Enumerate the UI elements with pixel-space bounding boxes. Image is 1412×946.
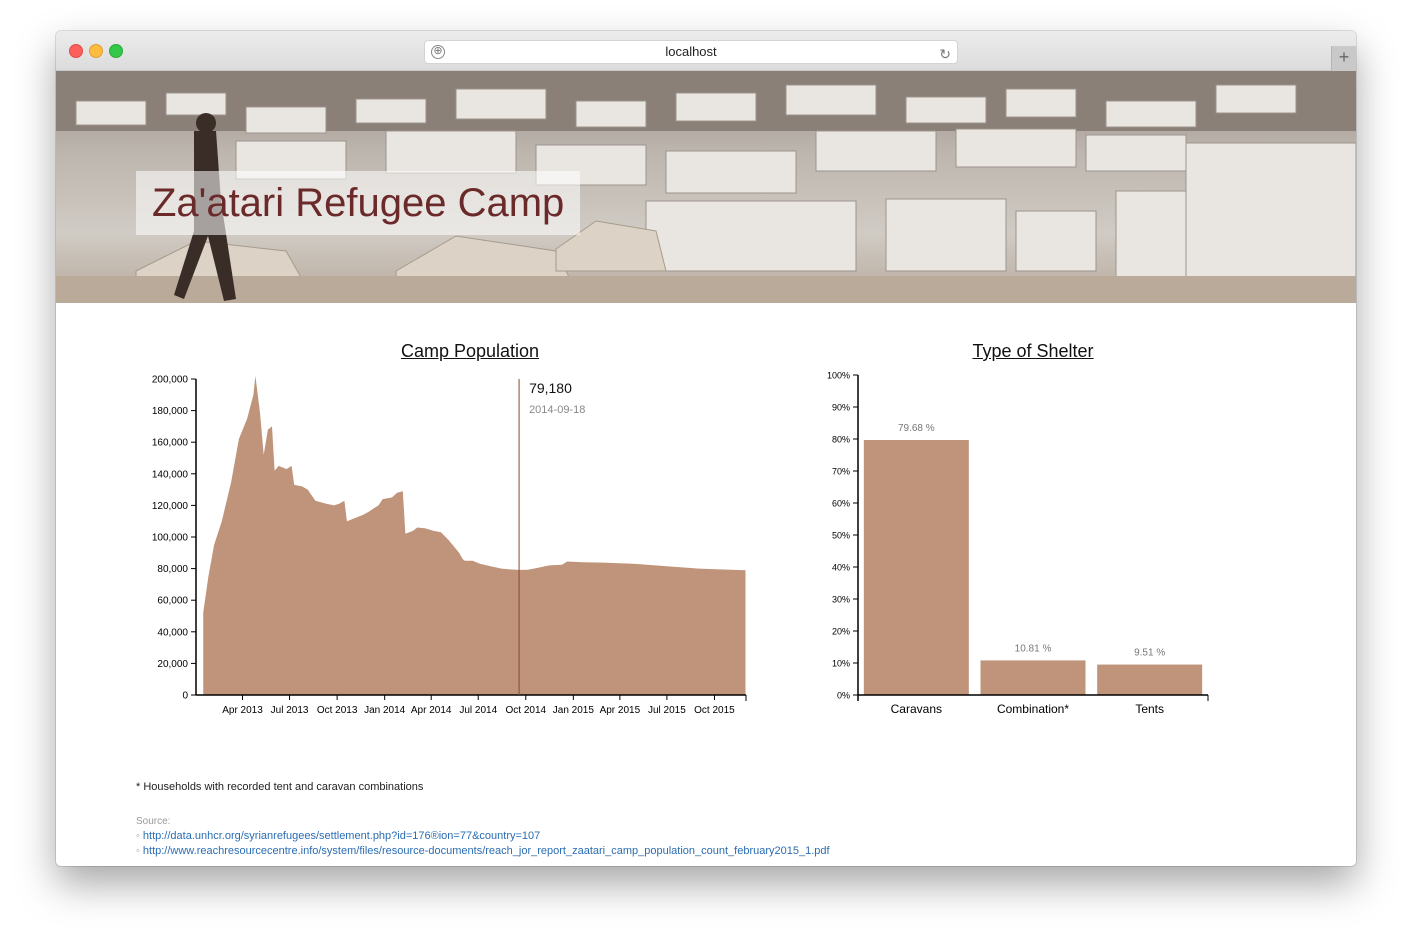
page-title: Za'atari Refugee Camp [136,171,581,235]
shelter-chart-title: Type of Shelter [972,341,1094,361]
source-label: Source: [136,816,171,827]
bullet-icon: ◦ [136,845,140,857]
x-tick-label: Oct 2014 [505,705,546,716]
population-chart-title: Camp Population [400,341,540,361]
category-label: Combination* [997,702,1069,716]
bar-combination[interactable] [980,660,1086,695]
footnote: * Households with recorded tent and cara… [136,781,424,793]
new-tab-button[interactable]: + [1331,46,1356,70]
x-tick-label: Jul 2015 [648,705,686,716]
source-link-reach[interactable]: ◦ http://www.reachresourcecentre.info/sys… [136,845,830,857]
address-bar[interactable]: ⊕ localhost ↻ [424,40,958,64]
y-tick-label: 60,000 [157,596,188,607]
y-tick-label: 40% [832,563,850,573]
camp-photo-illustration [56,71,1356,303]
bar-tents[interactable] [1097,664,1203,695]
y-tick-label: 140,000 [152,469,189,480]
y-tick-label: 30% [832,595,850,605]
y-tick-label: 20,000 [157,659,188,670]
x-tick-label: Jul 2013 [271,705,309,716]
minimize-window-button[interactable] [89,44,103,58]
y-tick-label: 180,000 [152,406,189,417]
y-tick-label: 10% [832,659,850,669]
hover-value: 79,180 [529,380,572,396]
y-tick-label: 20% [832,627,850,637]
y-tick-label: 80,000 [157,564,188,575]
y-tick-label: 70% [832,467,850,477]
source-link-text: http://www.reachresourcecentre.info/syst… [142,845,830,857]
x-tick-label: Apr 2014 [411,705,452,716]
x-tick-label: Jan 2015 [553,705,595,716]
browser-titlebar: ⊕ localhost ↻ + [56,31,1356,71]
population-area[interactable] [203,375,746,695]
bar-caravans[interactable] [863,440,969,695]
population-chart: 0 20,000 40,000 60,000 80,000 100,000 120,000 1… [152,375,747,716]
reload-icon[interactable]: ↻ [939,46,951,62]
y-tick-label: 0 [182,691,188,702]
y-tick-label: 160,000 [152,438,189,449]
hover-date: 2014-09-18 [529,404,585,416]
x-tick-label: Jan 2014 [364,705,406,716]
y-tick-label: 40,000 [157,627,188,638]
url-text: localhost [665,44,717,59]
y-tick-label: 90% [832,403,850,413]
maximize-window-button[interactable] [109,44,123,58]
bullet-icon: ◦ [136,830,140,842]
source-link-unhcr[interactable]: ◦ http://data.unhcr.org/syrianrefugees/se… [136,830,540,842]
close-window-button[interactable] [69,44,83,58]
source-link-text: http://data.unhcr.org/syrianrefugees/set… [142,830,541,842]
x-tick-label: Oct 2015 [694,705,735,716]
category-label: Caravans [891,702,942,716]
y-tick-label: 80% [832,435,850,445]
x-tick-label: Jul 2014 [459,705,497,716]
y-tick-label: 120,000 [152,501,189,512]
y-tick-label: 0% [837,691,850,701]
x-tick-label: Apr 2015 [600,705,641,716]
shelter-chart: 79.68 % Caravans 10.81 % Combination* 9.51 %… [827,371,1209,716]
category-label: Tents [1135,702,1164,716]
y-tick-label: 100,000 [152,533,189,544]
add-icon[interactable]: ⊕ [431,45,445,59]
y-tick-label: 60% [832,499,850,509]
x-tick-label: Apr 2013 [222,705,263,716]
main-content: Camp Population 0 20,000 40,000 60,000 80,00… [56,303,1356,866]
y-tick-label: 200,000 [152,375,189,386]
bar-value-label: 9.51 % [1134,648,1165,659]
y-tick-label: 50% [832,531,850,541]
browser-window: ⊕ localhost ↻ + [56,31,1356,866]
bar-value-label: 10.81 % [1015,643,1052,654]
bar-value-label: 79.68 % [898,423,935,434]
hero-banner: Za'atari Refugee Camp [56,71,1356,303]
x-tick-label: Oct 2013 [317,705,358,716]
y-tick-label: 100% [827,371,850,381]
